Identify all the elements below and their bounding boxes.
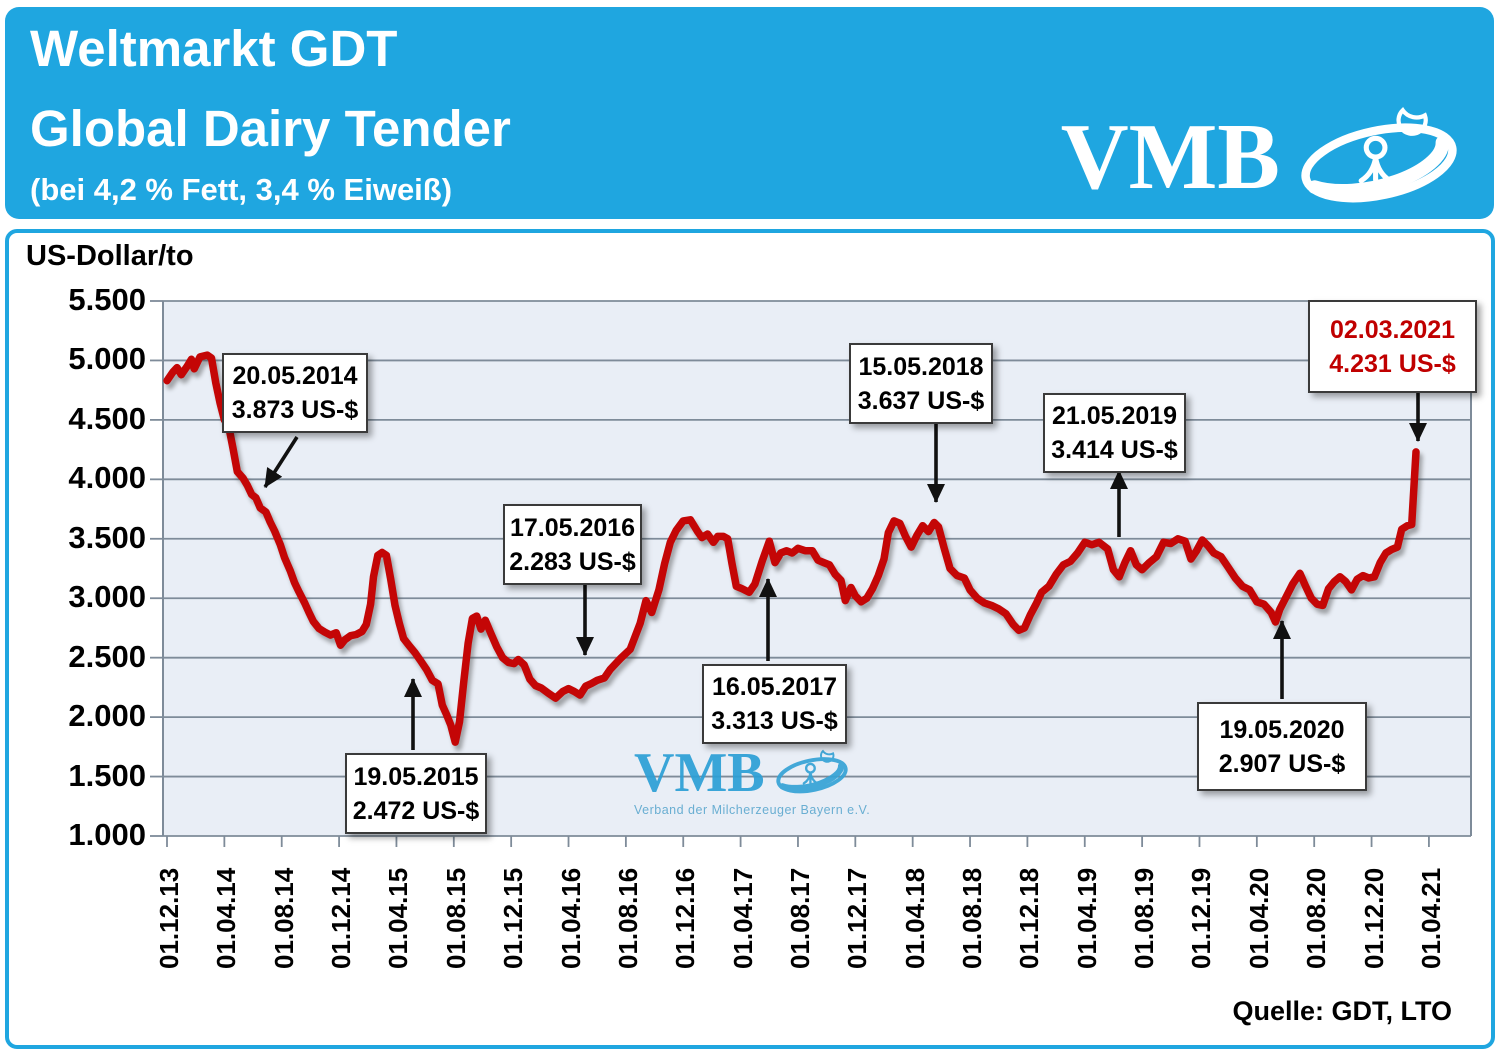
annotation-date: 19.05.2015 [353,762,479,791]
annotation-value: 4.231 US-$ [1329,349,1456,378]
y-axis-label: 1.000 [68,817,146,852]
y-axis-label: 2.500 [68,638,146,674]
x-axis-label: 01.08.19 [1129,867,1160,969]
annotation-date: 02.03.2021 [1329,315,1456,344]
annotation-callout: 21.05.2019 3.414 US-$ [1043,393,1186,473]
price-line [163,351,1420,746]
annotation-value: 2.907 US-$ [1218,749,1346,778]
annotation-date: 16.05.2017 [711,673,838,701]
y-axis-label: 4.000 [68,460,146,496]
annotation-date: 21.05.2019 [1051,402,1178,430]
vmb-logo: VMB [1061,95,1464,219]
y-axis-label: 3.500 [68,519,146,555]
annotation-callout: 02.03.2021 4.231 US-$ [1308,300,1477,393]
x-axis-label: 01.12.13 [154,867,184,969]
x-axis-label: 01.04.18 [899,867,930,969]
x-axis-label: 01.08.20 [1301,867,1332,969]
annotation-date: 19.05.2020 [1219,715,1345,744]
y-axis-title: US-Dollar/to [26,240,194,272]
x-axis-label: 01.04.16 [555,867,586,969]
annotation-arrow [263,436,299,488]
x-axis-label: 01.12.17 [842,867,873,969]
y-axis-label: 5.500 [68,282,146,317]
page-subtitle: (bei 4,2 % Fett, 3,4 % Eiweiß) [30,172,453,207]
y-axis-label: 4.500 [68,400,146,436]
annotation-callout: 19.05.2015 2.472 US-$ [345,753,487,834]
page-title-line1: Weltmarkt GDT [30,20,398,77]
annotation-value: 3.313 US-$ [711,707,838,735]
y-axis-label: 3.000 [68,579,146,615]
annotation-value: 2.472 US-$ [352,796,480,825]
x-axis-label: 01.12.19 [1186,867,1217,969]
annotation-callout: 16.05.2017 3.313 US-$ [702,664,847,744]
x-axis-label: 01.12.14 [326,867,357,969]
annotation-callout: 17.05.2016 2.283 US-$ [503,504,642,585]
x-axis-label: 01.04.19 [1071,867,1102,969]
vmb-watermark-subtext: Verband der Milcherzeuger Bayern e.V. [634,803,871,817]
x-axis-label: 01.08.15 [440,867,471,969]
annotation-value: 3.873 US-$ [231,396,359,424]
y-axis-label: 5.000 [68,341,146,377]
annotation-callout: 19.05.2020 2.907 US-$ [1197,702,1367,791]
annotation-callout: 15.05.2018 3.637 US-$ [849,343,993,424]
vmb-watermark-text: VMB [634,741,765,804]
vmb-watermark-icon [773,744,851,801]
source-note: Quelle: GDT, LTO [1232,996,1452,1026]
x-axis-label: 01.04.21 [1415,867,1446,969]
x-axis-label: 01.08.17 [784,867,815,969]
x-axis-label: 01.08.18 [957,867,988,969]
x-axis-label: 01.04.14 [211,867,242,969]
vmb-logo-text: VMB [1060,105,1280,209]
annotation-value: 3.637 US-$ [857,386,985,415]
annotation-value: 3.414 US-$ [1051,436,1178,464]
x-axis-label: 01.12.15 [498,867,529,969]
x-axis-label: 01.08.14 [268,867,299,969]
annotation-value: 2.283 US-$ [509,547,636,576]
x-axis-label: 01.12.16 [670,867,701,969]
annotation-date: 20.05.2014 [232,362,358,390]
x-axis-label: 01.04.15 [383,867,414,969]
x-axis-label: 01.12.18 [1014,867,1045,969]
x-axis-label: 01.08.16 [612,867,643,969]
annotation-date: 17.05.2016 [509,513,636,542]
y-axis-label: 1.500 [68,757,146,793]
x-axis-label: 01.04.20 [1243,867,1274,969]
annotation-callout: 20.05.2014 3.873 US-$ [222,353,368,433]
x-axis-label: 01.12.20 [1358,867,1389,969]
annotation-date: 15.05.2018 [858,352,984,381]
page-title-line2: Global Dairy Tender [30,100,511,157]
vmb-watermark: VMB Verband der Milcherzeuger Bayern e.V… [634,741,871,818]
x-axis-label: 01.04.17 [727,867,758,969]
y-axis-label: 2.000 [68,698,146,734]
header-panel: Weltmarkt GDT Global Dairy Tender (bei 4… [5,7,1494,219]
